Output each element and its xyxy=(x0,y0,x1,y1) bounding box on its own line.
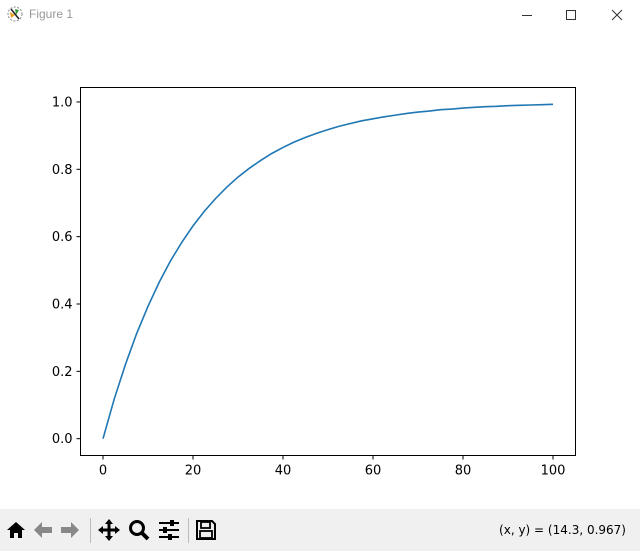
title-bar: Figure 1 xyxy=(0,0,640,30)
configure-subplots-button[interactable] xyxy=(157,518,181,542)
minimize-button[interactable] xyxy=(504,0,550,30)
forward-icon xyxy=(61,522,79,538)
y-tick-label: 0.0 xyxy=(52,432,73,447)
axes-frame xyxy=(80,87,576,456)
back-icon xyxy=(34,522,52,538)
toolbar-separator xyxy=(188,518,189,543)
maximize-icon xyxy=(566,10,576,20)
toolbar-separator xyxy=(90,518,91,543)
configure-subplots-icon xyxy=(159,520,179,540)
x-tick-label: 100 xyxy=(541,464,566,479)
x-tick-label: 60 xyxy=(365,464,382,479)
forward-button[interactable] xyxy=(58,518,82,542)
zoom-icon xyxy=(129,520,150,541)
pan-button[interactable] xyxy=(97,518,121,542)
y-tick-label: 0.8 xyxy=(52,163,73,178)
x-tick-label: 20 xyxy=(185,464,202,479)
zoom-button[interactable] xyxy=(127,518,151,542)
save-icon xyxy=(196,520,216,540)
window-title: Figure 1 xyxy=(29,7,74,21)
close-button[interactable] xyxy=(594,0,640,30)
pan-icon xyxy=(98,519,120,541)
y-tick-label: 0.2 xyxy=(52,365,73,380)
y-tick-label: 0.6 xyxy=(52,230,73,245)
series-line xyxy=(102,103,554,439)
maximize-button[interactable] xyxy=(548,0,594,30)
navigation-toolbar: (x, y) = (14.3, 0.967) xyxy=(0,509,640,551)
y-tick-label: 1.0 xyxy=(52,95,73,110)
home-button[interactable] xyxy=(4,518,28,542)
y-tick-label: 0.4 xyxy=(52,297,73,312)
x-tick-label: 80 xyxy=(455,464,472,479)
back-button[interactable] xyxy=(31,518,55,542)
figure-canvas[interactable]: 0 20 40 60 80 100 0.0 0.2 0.4 0.6 0.8 1.0 xyxy=(0,30,640,509)
home-icon xyxy=(7,522,25,538)
cursor-coordinates: (x, y) = (14.3, 0.967) xyxy=(499,523,626,537)
close-icon xyxy=(611,9,623,21)
x-tick-label: 0 xyxy=(99,464,107,479)
x-tick-label: 40 xyxy=(275,464,292,479)
matplotlib-icon xyxy=(7,6,23,22)
save-button[interactable] xyxy=(194,518,218,542)
minimize-icon xyxy=(522,15,532,16)
